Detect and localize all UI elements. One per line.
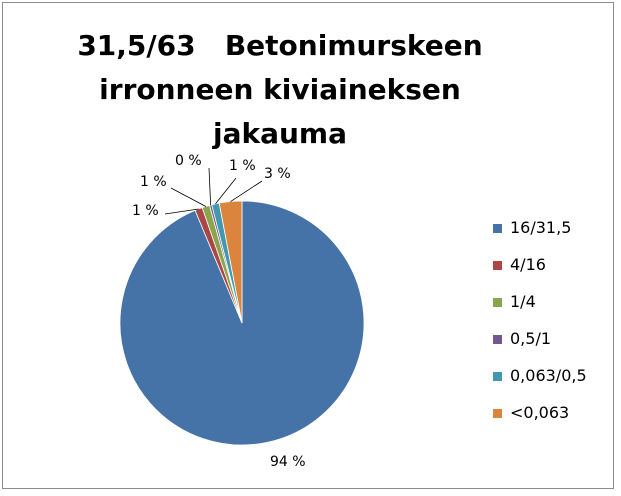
leader-line-5 [230, 180, 263, 202]
legend-swatch [493, 409, 502, 418]
leader-line-3 [208, 167, 212, 206]
leader-line-1 [164, 208, 199, 215]
legend-swatch [493, 261, 502, 270]
chart-title-line-3: jakauma [212, 117, 347, 150]
chart-title-line-2: irronneen kiviaineksen [99, 73, 461, 106]
legend-label: 1/4 [510, 292, 536, 311]
data-label-4: 1 % [229, 158, 256, 174]
data-label-2: 1 % [140, 174, 167, 190]
leader-line-2 [170, 187, 207, 207]
leader-line-4 [215, 177, 237, 205]
data-label-3: 0 % [175, 153, 202, 169]
data-label-0: 94 % [270, 454, 306, 470]
legend-label: <0,063 [510, 403, 570, 422]
legend-label: 16/31,5 [510, 218, 572, 237]
chart-title-line-1: 31,5/63 Betonimurskeen [77, 29, 483, 62]
legend-label: 0,5/1 [510, 329, 552, 348]
legend-label: 0,063/0,5 [510, 366, 587, 385]
legend-swatch [493, 298, 502, 307]
data-label-1: 1 % [132, 203, 159, 219]
legend-swatch [493, 372, 502, 381]
legend-swatch [493, 335, 502, 344]
legend-swatch [493, 224, 502, 233]
legend-label: 4/16 [510, 255, 546, 274]
data-label-5: 3 % [264, 166, 291, 182]
chart-title: 31,5/63 Betonimurskeen irronneen kiviain… [40, 24, 520, 156]
